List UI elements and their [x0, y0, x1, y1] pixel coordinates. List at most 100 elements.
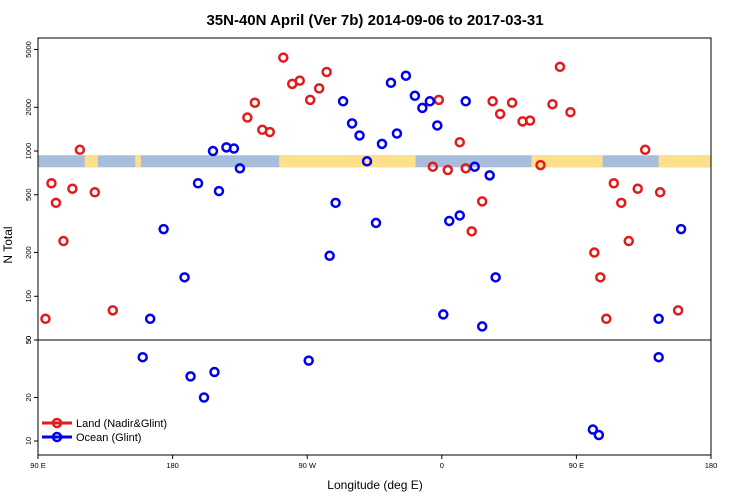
ocean-point: [593, 429, 605, 441]
ocean-point: [370, 217, 382, 229]
legend-land-label: Land (Nadir&Glint): [76, 418, 167, 430]
upper-y-tick-label: 100: [24, 290, 33, 303]
ocean-point: [354, 130, 365, 141]
upper-y-tick-label: 500: [24, 188, 33, 201]
upper-y-tick-label: 1000: [24, 143, 33, 160]
land-point: [506, 97, 518, 108]
lower-y-tick-label: 10: [24, 437, 33, 445]
ocean-point: [207, 145, 219, 157]
land-point: [454, 136, 465, 148]
ocean-point: [432, 120, 443, 131]
ocean-point: [444, 215, 455, 227]
ocean-point: [337, 96, 349, 107]
ocean-point: [234, 163, 246, 174]
band-land-4: [658, 155, 711, 168]
ocean-point: [330, 197, 341, 209]
divider-y-tick-label: 50: [24, 336, 33, 344]
x-tick-label: 180: [705, 461, 718, 470]
surface-band: [38, 155, 711, 168]
legend: Land (Nadir&Glint) Ocean (Glint): [42, 417, 167, 444]
land-point: [442, 164, 454, 176]
ocean-point: [209, 366, 220, 378]
land-point: [601, 313, 612, 325]
land-point: [547, 98, 558, 110]
land-point: [608, 177, 620, 189]
land-point: [67, 183, 78, 194]
land-point: [535, 159, 546, 171]
land-point: [242, 112, 253, 123]
land-point: [589, 247, 600, 258]
ocean-point: [158, 223, 169, 235]
land-point: [623, 235, 634, 247]
land-point: [249, 97, 261, 108]
ocean-point: [185, 371, 196, 382]
land-point: [487, 96, 498, 107]
ocean-point: [198, 392, 210, 403]
upper-y-tick-label: 50: [24, 336, 33, 344]
ocean-point: [179, 272, 190, 283]
band-land-1: [135, 155, 141, 168]
x-axis-label: Longitude (deg E): [327, 478, 422, 492]
plot-border: [37, 37, 712, 456]
land-point: [460, 163, 471, 174]
land-point: [524, 115, 536, 126]
land-point: [58, 235, 69, 247]
ocean-point: [385, 77, 397, 89]
ocean-point: [469, 161, 480, 172]
legend-ocean-marker: [51, 431, 63, 443]
x-tick-label: 90 W: [298, 461, 316, 470]
upper-y-tick-label: 5000: [24, 41, 33, 58]
land-point: [313, 83, 325, 94]
ocean-point: [424, 96, 436, 107]
ocean-point: [409, 90, 421, 102]
ocean-point: [438, 309, 449, 320]
ocean-point: [391, 128, 403, 139]
x-tick-label: 90 E: [569, 461, 584, 470]
y-axis-label: N Total: [1, 226, 15, 263]
ocean-point: [192, 177, 204, 189]
ocean-point: [484, 170, 495, 181]
land-point: [616, 197, 627, 209]
land-point: [50, 197, 62, 209]
ocean-point: [454, 210, 465, 221]
ocean-point: [653, 313, 664, 325]
land-point: [278, 52, 289, 63]
upper-y-axis: 50 100 200 500 1000 2000 5000: [24, 41, 38, 344]
land-point: [294, 75, 305, 86]
ocean-point: [587, 424, 599, 435]
land-point: [565, 106, 576, 118]
ocean-point: [228, 143, 240, 154]
ocean-point: [675, 223, 687, 235]
ocean-point: [303, 355, 314, 366]
land-point: [89, 187, 101, 198]
land-point: [427, 161, 439, 172]
land-point: [466, 226, 477, 237]
land-point: [632, 183, 643, 194]
band-land-2: [279, 155, 416, 168]
x-tick-label: 90 E: [30, 461, 45, 470]
plot-frame: [37, 37, 712, 456]
chart-title: 35N-40N April (Ver 7b) 2014-09-06 to 201…: [206, 12, 543, 29]
land-point: [433, 94, 445, 106]
ocean-point: [213, 185, 225, 197]
ocean-point: [400, 70, 412, 81]
lower-y-tick-label: 20: [24, 393, 33, 401]
land-point: [107, 305, 119, 316]
ocean-point: [361, 156, 373, 167]
lower-y-axis: 10 20 50: [24, 336, 38, 445]
land-point: [494, 108, 506, 120]
data-points: [40, 52, 687, 441]
land-point: [40, 313, 51, 325]
x-tick-label: 180: [166, 461, 179, 470]
land-point: [321, 66, 332, 78]
land-point: [46, 177, 57, 189]
x-axis: 90 E 180 90 W 0 90 E 180: [30, 455, 717, 470]
ocean-point: [137, 351, 148, 363]
land-point: [264, 126, 276, 138]
ocean-point: [144, 313, 156, 325]
band-land-3: [531, 155, 603, 168]
ocean-point: [417, 102, 428, 114]
band-land-0: [84, 155, 98, 168]
ocean-point: [346, 118, 358, 129]
